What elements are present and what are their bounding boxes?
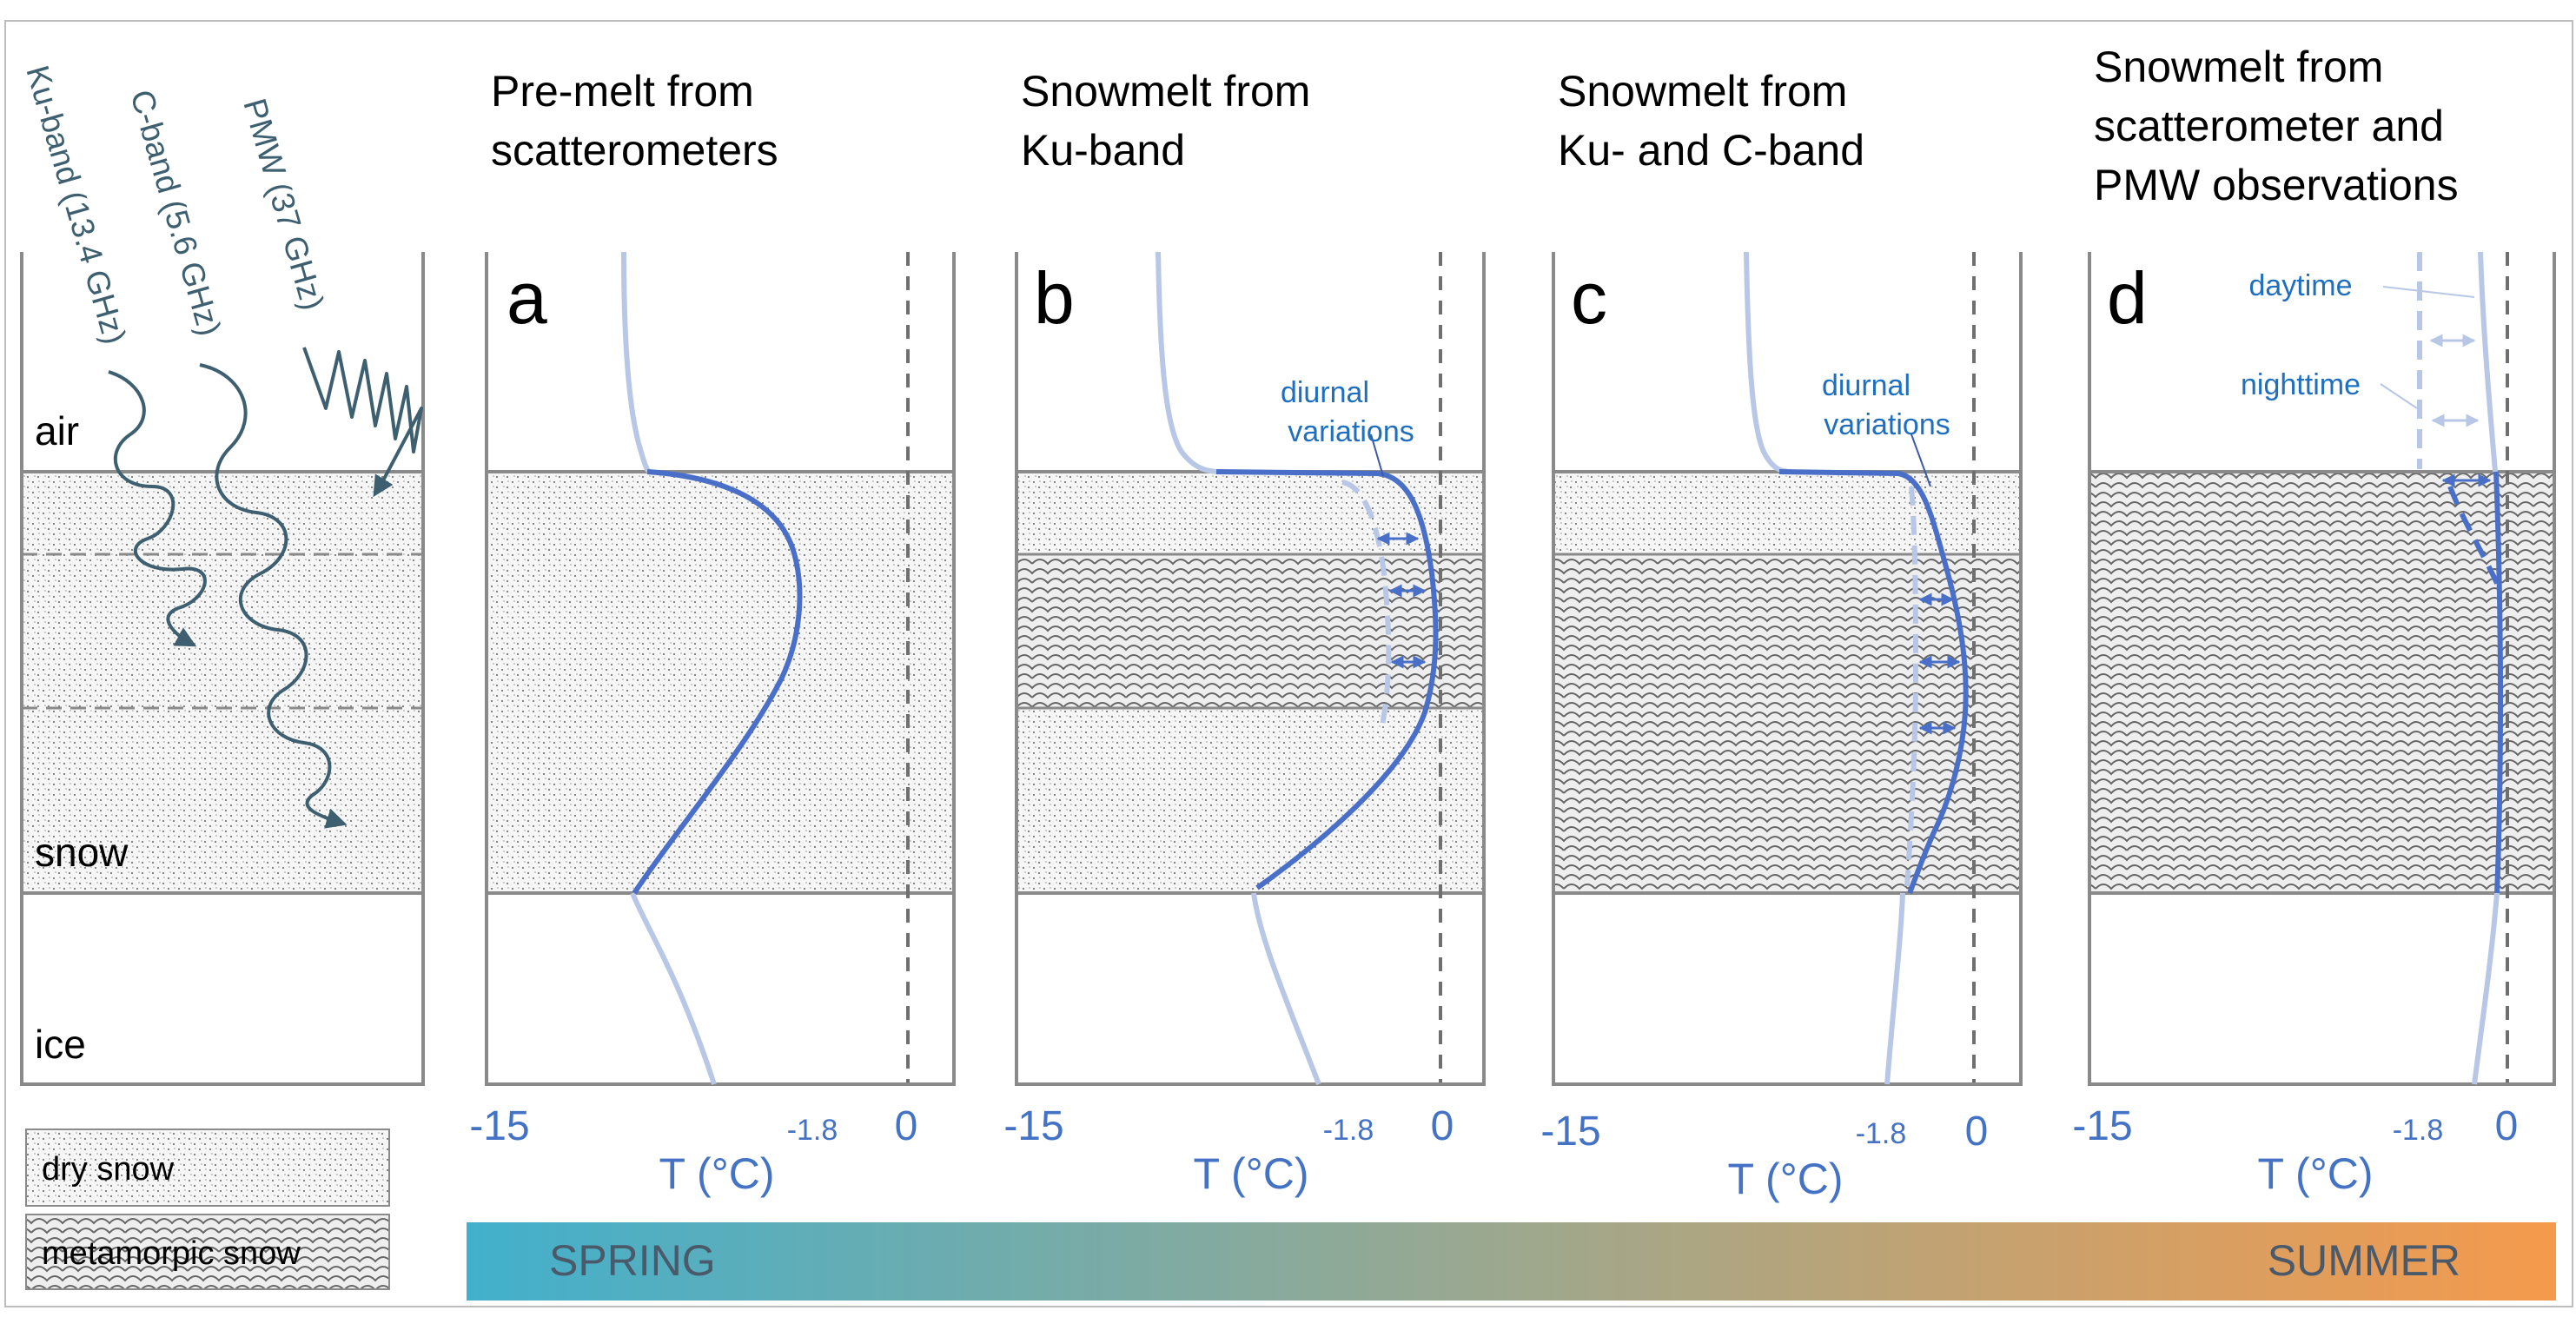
legend-dry-snow-label: dry snow: [42, 1151, 175, 1188]
legend-metamorphic-snow-label: metamorpic snow: [42, 1235, 301, 1272]
snow-label: snow: [35, 830, 129, 875]
panel-b-metamorphic-snow: [1016, 554, 1484, 708]
panel-a-axis-label: T (°C): [659, 1149, 775, 1198]
left-panel-frame: [20, 252, 425, 1086]
season-summer-label: SUMMER: [2268, 1236, 2460, 1285]
panel-c-annotation-line-1: diurnal: [1822, 369, 1910, 402]
ku-band-wave-icon: [108, 370, 207, 647]
panel-b-title-line-2: Ku-band: [1021, 126, 1185, 175]
panel-b-night-profile: [1341, 480, 1392, 731]
panel-b-letter: b: [1034, 257, 1075, 339]
season-gradient-bar: [467, 1222, 2556, 1301]
panel-a-tick-max: 0: [895, 1103, 918, 1149]
panel-c-frame: [1552, 252, 2023, 1086]
panel-d-tick-min: -15: [2072, 1103, 2132, 1149]
panel-d-snow-profile: [2493, 471, 2504, 894]
panel-d-axis-label: T (°C): [2258, 1149, 2374, 1198]
panel-b-tick-min: -15: [1003, 1103, 1063, 1149]
pmw-wave-icon: [302, 347, 423, 498]
panel-d-letter: d: [2107, 257, 2148, 339]
ku-band-label: Ku-band (13.4 GHz): [19, 62, 133, 348]
panel-b-air-profile: [1156, 251, 1222, 474]
panel-c-snow-profile: [1778, 469, 1969, 895]
panel-d-daytime-label: daytime: [2248, 269, 2352, 302]
panel-b-ice-profile: [1251, 892, 1321, 1086]
panel-c-air-profile: [1744, 251, 1792, 474]
panel-d-tick-mid: -1.8: [2393, 1114, 2444, 1147]
panel-a-tick-mid: -1.8: [787, 1114, 838, 1147]
panel-c-tick-mid: -1.8: [1856, 1117, 1907, 1150]
panel-b-tick-max: 0: [1431, 1103, 1454, 1149]
panel-b-tick-mid: -1.8: [1323, 1114, 1374, 1147]
panel-d-metamorphic-snow: [2089, 472, 2554, 893]
panel-a-dry-snow: [487, 472, 954, 893]
air-label: air: [35, 408, 79, 453]
panel-c-title-line-2: Ku- and C-band: [1558, 126, 1864, 175]
c-band-label: C-band (5.6 GHz): [123, 86, 228, 340]
panel-d-title-line-3: PMW observations: [2094, 161, 2459, 209]
panel-a-title-line-1: Pre-melt from: [491, 67, 754, 116]
panel-c-metamorphic-snow: [1553, 554, 2021, 893]
left-panel: air snow ice Ku-band (13.4 GHz) C-band (…: [19, 62, 425, 1086]
panel-b-snow-profile: [1215, 469, 1439, 890]
panel-c: diurnal variations c Snowmelt from Ku- a…: [1540, 67, 2023, 1203]
panel-d-ice-profile: [2472, 892, 2500, 1085]
season-spring-label: SPRING: [549, 1236, 716, 1285]
panel-a: a Pre-melt from scatterometers -15 -1.8 …: [469, 67, 956, 1198]
panel-d-title-line-2: scatterometer and: [2094, 102, 2444, 150]
panel-a-air-profile: [621, 251, 652, 474]
panel-b-title-line-1: Snowmelt from: [1021, 67, 1310, 116]
legend-dry-snow-swatch: [25, 1129, 390, 1207]
panel-b-annotation-line-2: variations: [1288, 415, 1414, 448]
panel-c-tick-min: -15: [1540, 1109, 1600, 1155]
panel-b-annotation-line-1: diurnal: [1281, 376, 1369, 409]
pmw-label: PMW (37 GHz): [236, 95, 331, 314]
figure-frame: [4, 20, 2573, 1307]
panel-c-annotation-line-2: variations: [1824, 408, 1950, 441]
panel-a-snow-profile: [632, 469, 803, 895]
season-bar: SPRING SUMMER: [467, 1222, 2556, 1301]
panel-d: daytime nighttime d Snowmelt from scatte…: [2072, 43, 2556, 1198]
panel-c-title-line-1: Snowmelt from: [1558, 67, 1847, 116]
panel-a-letter: a: [507, 257, 547, 339]
panel-c-ice-profile: [1884, 892, 1905, 1085]
legend: dry snow metamorpic snow: [25, 1129, 390, 1290]
panel-d-tick-max: 0: [2495, 1103, 2519, 1149]
panel-c-axis-label: T (°C): [1728, 1155, 1844, 1203]
ice-label: ice: [35, 1022, 86, 1067]
panel-d-frame: [2088, 252, 2556, 1086]
panel-d-title-line-1: Snowmelt from: [2094, 43, 2383, 91]
panel-d-nighttime-label: nighttime: [2241, 368, 2361, 401]
panel-b: diurnal variations b Snowmelt from Ku-ba…: [1003, 67, 1486, 1198]
panel-b-dry-snow-top: [1016, 472, 1484, 554]
panel-b-axis-label: T (°C): [1194, 1149, 1309, 1198]
panel-c-dry-snow-top: [1553, 472, 2021, 554]
c-band-wave-icon: [199, 363, 348, 829]
panel-a-ice-profile: [630, 891, 717, 1085]
legend-metamorphic-snow-swatch: [25, 1214, 390, 1290]
panel-d-night-snow-profile: [2447, 485, 2503, 592]
panel-a-frame: [485, 252, 956, 1086]
panel-c-night-profile: [1904, 486, 1919, 887]
panel-a-title-line-2: scatterometers: [491, 126, 778, 175]
panel-b-frame: [1015, 252, 1486, 1086]
panel-c-letter: c: [1571, 257, 1607, 339]
panel-a-tick-min: -15: [469, 1103, 529, 1149]
panel-c-tick-max: 0: [1965, 1109, 1989, 1155]
panel-b-dry-snow-bottom: [1016, 708, 1484, 893]
panel-d-day-air-profile: [2478, 251, 2498, 473]
left-snow-layer: [22, 472, 423, 893]
